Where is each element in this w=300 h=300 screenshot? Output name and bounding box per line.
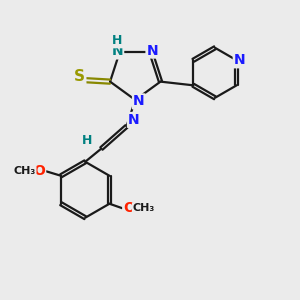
Text: S: S — [74, 69, 85, 84]
Text: N: N — [133, 94, 145, 108]
Text: N: N — [146, 44, 158, 58]
Text: O: O — [33, 164, 45, 178]
Text: H: H — [112, 34, 122, 47]
Text: H: H — [82, 134, 92, 147]
Text: CH₃: CH₃ — [14, 166, 36, 176]
Text: N: N — [234, 53, 245, 67]
Text: N: N — [112, 44, 123, 58]
Text: N: N — [128, 113, 140, 127]
Text: CH₃: CH₃ — [133, 203, 155, 213]
Text: O: O — [123, 201, 135, 215]
